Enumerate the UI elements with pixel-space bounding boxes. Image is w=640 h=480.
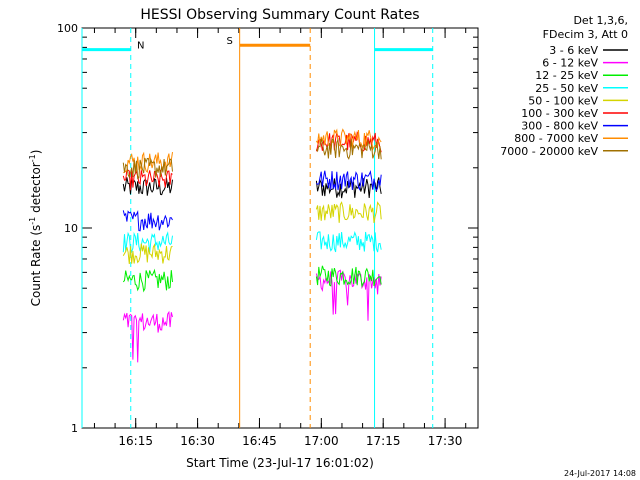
series-trace (315, 230, 382, 253)
legend-entry-label: 6 - 12 keV (542, 57, 598, 70)
legend-entry-label: 300 - 800 keV (521, 120, 598, 133)
series-trace (315, 137, 382, 160)
chart-title: HESSI Observing Summary Count Rates (140, 7, 419, 23)
series-trace (122, 177, 173, 196)
legend-entry-label: 100 - 300 keV (521, 107, 598, 120)
series-trace (315, 265, 382, 288)
series-trace (122, 209, 173, 232)
legend-entry-label: 25 - 50 keV (535, 82, 598, 95)
series-trace (122, 157, 173, 180)
marker-label: N (137, 41, 144, 52)
x-tick-label: 17:30 (428, 434, 463, 448)
series-trace (315, 201, 382, 224)
x-tick-label: 16:30 (180, 434, 215, 448)
plot-frame (81, 27, 479, 429)
series-trace (122, 169, 173, 191)
legend-entry-label: 800 - 7000 keV (514, 132, 598, 145)
y-tick-label: 100 (57, 22, 78, 35)
y-axis-label: Count Rate (s-1 detector-1) (28, 150, 43, 307)
legend-entry-label: 3 - 6 keV (549, 44, 598, 57)
series-trace (316, 169, 382, 192)
series-trace (122, 310, 173, 363)
x-axis-label: Start Time (23-Jul-17 16:01:02) (186, 456, 374, 470)
legend-entry-label: 50 - 100 keV (528, 94, 598, 107)
legend-header-2: FDecim 3, Att 0 (543, 28, 628, 41)
plot-area: 100 10 1 16:15 16:30 16:45 17:00 17:15 17:30 N S (57, 22, 479, 448)
legend-header-1: Det 1,3,6, (573, 14, 628, 27)
legend-entry-label: 12 - 25 keV (535, 69, 598, 82)
series-trace (315, 128, 382, 151)
x-tick-label: 16:15 (118, 434, 153, 448)
x-tick-label: 16:45 (242, 434, 277, 448)
legend-entry-label: 7000 - 20000 keV (500, 145, 598, 158)
marker-label: S (226, 36, 232, 47)
x-tick-label: 17:15 (366, 434, 401, 448)
y-tick-label: 1 (71, 422, 78, 435)
series-trace (122, 243, 173, 265)
x-tick-label: 17:00 (304, 434, 339, 448)
footer-timestamp: 24-Jul-2017 14:08 (564, 469, 636, 478)
series-trace (122, 268, 173, 293)
series-trace (122, 231, 173, 254)
y-tick-label: 10 (64, 222, 78, 235)
